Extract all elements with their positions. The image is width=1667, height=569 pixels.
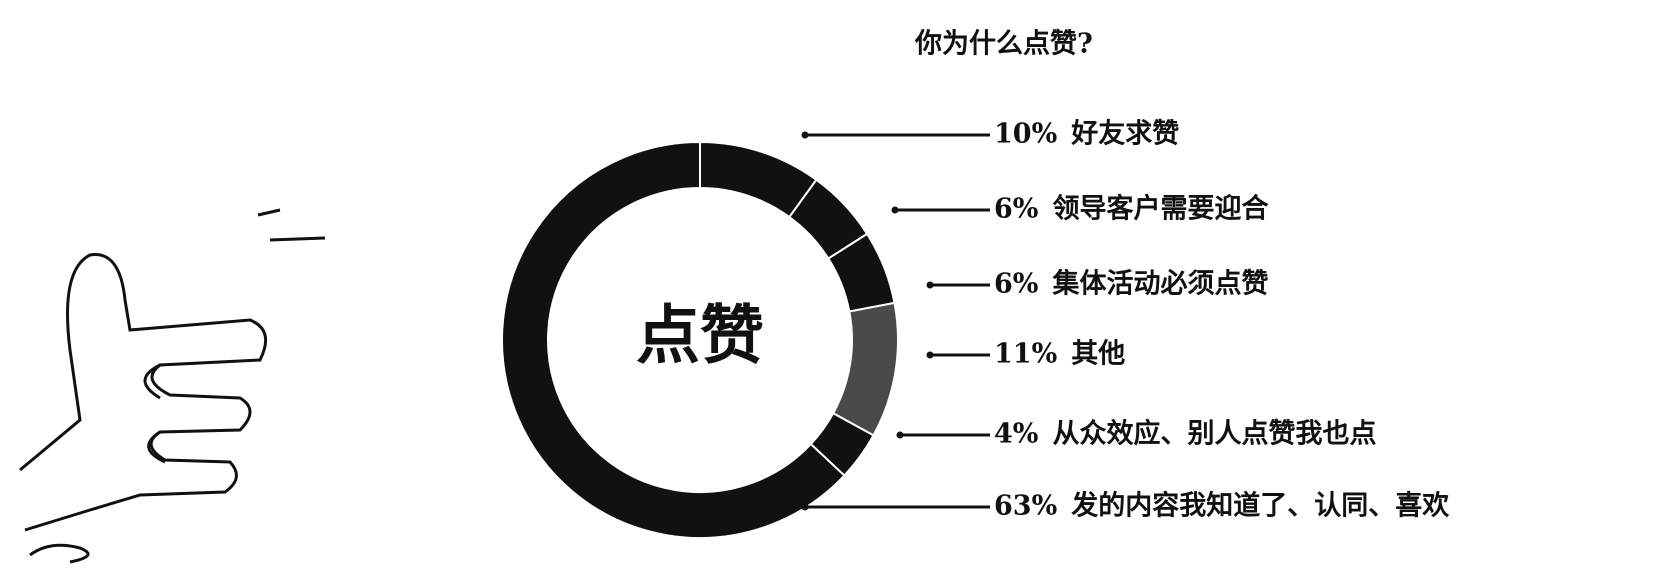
center-label: 点赞 bbox=[636, 300, 764, 374]
leader-dot bbox=[927, 352, 934, 359]
leader-dot bbox=[802, 504, 809, 511]
page: 你为什么点赞? 点赞 10% 好友求赞 6% 领导客户需要迎合 6% 集体活动必须点赞 11… bbox=[0, 0, 1667, 569]
leader-dot bbox=[927, 282, 934, 289]
category-label: 发的内容我知道了、认同、喜欢 bbox=[1070, 490, 1450, 522]
value-label: 6% bbox=[994, 194, 1038, 225]
value-label: 11% bbox=[994, 339, 1057, 370]
leader-dot bbox=[802, 132, 809, 139]
value-label: 63% bbox=[994, 491, 1057, 522]
category-label: 集体活动必须点赞 bbox=[1051, 268, 1268, 300]
chart-title: 你为什么点赞? bbox=[914, 29, 1093, 60]
category-label: 从众效应、别人点赞我也点 bbox=[1052, 418, 1376, 450]
value-label: 10% bbox=[994, 119, 1057, 150]
value-label: 4% bbox=[994, 419, 1038, 450]
chart: 你为什么点赞? 点赞 10% 好友求赞 6% 领导客户需要迎合 6% 集体活动必须点赞 11… bbox=[0, 0, 1667, 569]
value-label: 6% bbox=[994, 269, 1038, 300]
category-label: 好友求赞 bbox=[1070, 119, 1179, 150]
category-label: 其他 bbox=[1071, 339, 1125, 370]
category-label: 领导客户需要迎合 bbox=[1052, 193, 1268, 225]
leader-dot bbox=[897, 432, 904, 439]
leader-dot bbox=[892, 207, 899, 214]
